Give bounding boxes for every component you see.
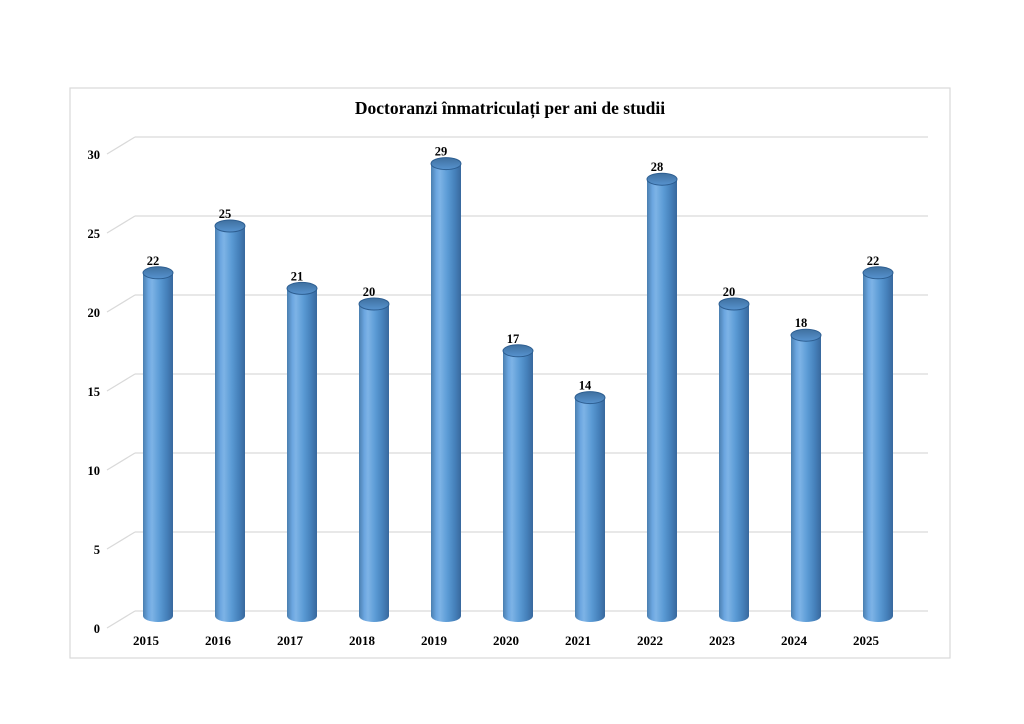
x-axis-tick-label: 2018 — [349, 633, 376, 648]
cylinder-body — [503, 350, 533, 622]
value-label: 22 — [867, 254, 880, 268]
x-axis-tick-label: 2024 — [781, 633, 808, 648]
bar-2018: 20 2018 — [349, 285, 390, 648]
gridline-depth-connector — [106, 294, 136, 313]
cylinder-top — [502, 344, 534, 358]
x-axis-tick-label: 2015 — [133, 633, 160, 648]
cylinder-top — [214, 219, 246, 233]
y-axis-tick-label: 20 — [88, 306, 101, 320]
y-axis-tick-label: 15 — [88, 385, 101, 399]
bar-2024: 18 2024 — [781, 316, 822, 648]
bars-group: 2220152520162120172020182920191720201420… — [133, 145, 894, 648]
x-axis-tick-label: 2021 — [565, 633, 591, 648]
cylinder-top — [430, 157, 462, 171]
cylinder-body — [647, 179, 677, 622]
bar-2025: 22 2025 — [853, 254, 894, 648]
cylinder-top — [574, 391, 606, 405]
x-axis-tick-label: 2025 — [853, 633, 880, 648]
x-axis-tick-label: 2023 — [709, 633, 736, 648]
cylinder-top — [286, 281, 318, 295]
value-label: 29 — [435, 145, 448, 159]
bar-2019: 29 2019 — [421, 145, 462, 648]
x-axis-tick-label: 2016 — [205, 633, 232, 648]
cylinder-top — [358, 297, 390, 311]
value-label: 22 — [147, 254, 160, 268]
y-axis-tick-label: 30 — [88, 148, 101, 162]
value-label: 14 — [579, 379, 592, 393]
cylinder-top — [142, 266, 174, 280]
value-label: 20 — [363, 285, 376, 299]
cylinder-body — [287, 288, 317, 622]
y-axis-tick-label: 5 — [94, 543, 100, 557]
y-axis-tick-label: 25 — [88, 227, 101, 241]
bar-2016: 25 2016 — [205, 207, 246, 648]
value-label: 20 — [723, 285, 736, 299]
cylinder-top — [718, 297, 750, 311]
x-axis-tick-label: 2017 — [277, 633, 304, 648]
bar-2020: 17 2020 — [493, 332, 534, 648]
value-label: 18 — [795, 316, 808, 330]
value-label: 25 — [219, 207, 232, 221]
x-axis-tick-label: 2020 — [493, 633, 519, 648]
gridline-depth-connector — [106, 610, 136, 629]
bar-2017: 21 2017 — [277, 269, 318, 648]
cylinder-body — [359, 304, 389, 622]
gridline-depth-connector — [106, 452, 136, 471]
x-axis-tick-label: 2022 — [637, 633, 663, 648]
y-axis-tick-label: 0 — [94, 622, 100, 636]
y-axis-tick-label: 10 — [88, 464, 101, 478]
gridline-depth-connector — [106, 215, 136, 234]
bar-2015: 22 2015 — [133, 254, 174, 648]
value-label: 21 — [291, 269, 304, 283]
cylinder-body — [215, 226, 245, 622]
cylinder-body — [863, 272, 893, 622]
bar-2022: 28 2022 — [637, 160, 678, 648]
gridline-depth-connector — [106, 373, 136, 392]
cylinder-body — [143, 272, 173, 622]
value-label: 28 — [651, 160, 664, 174]
cylinder-top — [862, 266, 894, 280]
cylinder-body — [431, 163, 461, 622]
value-label: 17 — [507, 332, 520, 346]
bar-2023: 20 2023 — [709, 285, 750, 648]
gridline-depth-connector — [106, 136, 136, 155]
cylinder-body — [791, 335, 821, 622]
cylinder-top — [790, 328, 822, 342]
x-axis-tick-label: 2019 — [421, 633, 448, 648]
gridline-depth-connector — [106, 531, 136, 550]
bar-2021: 14 2021 — [565, 379, 606, 648]
cylinder-body — [719, 304, 749, 622]
cylinder-body — [575, 397, 605, 622]
chart-title: Doctoranzi înmatriculați per ani de stud… — [355, 98, 665, 119]
cylinder-top — [646, 172, 678, 186]
